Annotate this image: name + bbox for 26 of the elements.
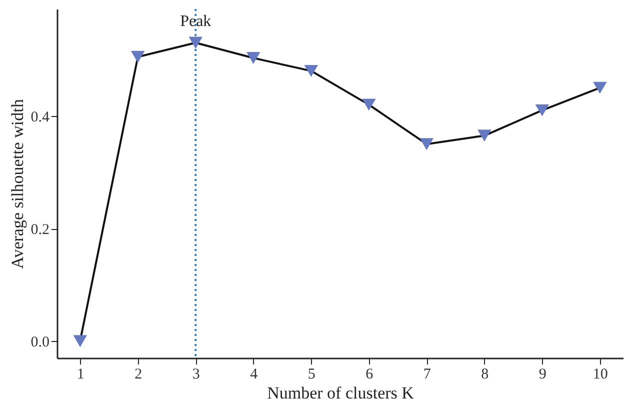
y-axis-title: Average silhouette width xyxy=(8,98,27,269)
x-tick-label: 7 xyxy=(423,366,432,382)
point xyxy=(188,36,203,49)
point xyxy=(420,138,434,150)
x-tick-label: 2 xyxy=(134,366,142,382)
ref-line-label: Peak xyxy=(180,13,212,30)
y-tick-label: 0.2 xyxy=(30,222,50,238)
x-tick-label: 4 xyxy=(250,366,258,382)
x-tick-label: 6 xyxy=(366,366,374,382)
x-tick-label: 10 xyxy=(592,366,608,382)
point xyxy=(130,50,145,63)
point xyxy=(246,52,260,64)
x-tick-label: 1 xyxy=(76,366,84,382)
y-tick-label: 0.4 xyxy=(30,109,50,126)
point xyxy=(477,130,492,142)
point xyxy=(535,104,550,116)
point xyxy=(304,64,318,77)
x-tick-label: 8 xyxy=(481,366,489,382)
point xyxy=(73,335,87,348)
x-tick-label: 5 xyxy=(308,366,316,382)
x-tick-label: 9 xyxy=(538,366,546,382)
y-tick-label: 0.0 xyxy=(30,334,50,351)
point xyxy=(593,82,607,94)
x-tick-label: 3 xyxy=(192,366,200,382)
point xyxy=(362,98,376,111)
x-axis-title: Number of clusters K xyxy=(267,384,415,402)
